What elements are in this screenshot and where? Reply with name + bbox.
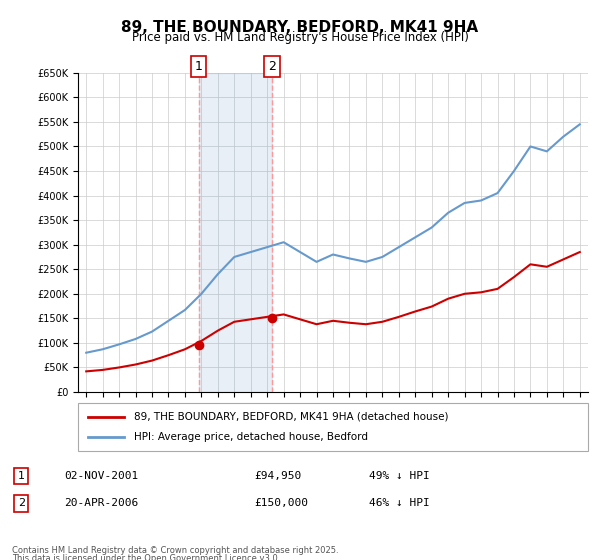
Text: £150,000: £150,000 [254, 498, 308, 508]
Text: 89, THE BOUNDARY, BEDFORD, MK41 9HA (detached house): 89, THE BOUNDARY, BEDFORD, MK41 9HA (det… [134, 412, 449, 422]
Text: Price paid vs. HM Land Registry's House Price Index (HPI): Price paid vs. HM Land Registry's House … [131, 31, 469, 44]
Text: 89, THE BOUNDARY, BEDFORD, MK41 9HA: 89, THE BOUNDARY, BEDFORD, MK41 9HA [121, 20, 479, 35]
Text: 2: 2 [18, 498, 25, 508]
Text: This data is licensed under the Open Government Licence v3.0.: This data is licensed under the Open Gov… [12, 554, 280, 560]
Text: 20-APR-2006: 20-APR-2006 [64, 498, 138, 508]
FancyBboxPatch shape [78, 403, 588, 451]
Text: 49% ↓ HPI: 49% ↓ HPI [369, 471, 430, 481]
Text: HPI: Average price, detached house, Bedford: HPI: Average price, detached house, Bedf… [134, 432, 368, 442]
Text: 1: 1 [18, 471, 25, 481]
Bar [199, 73, 272, 392]
Text: £94,950: £94,950 [254, 471, 301, 481]
Text: 46% ↓ HPI: 46% ↓ HPI [369, 498, 430, 508]
Text: Contains HM Land Registry data © Crown copyright and database right 2025.: Contains HM Land Registry data © Crown c… [12, 546, 338, 555]
Text: 2: 2 [268, 60, 276, 73]
Text: 02-NOV-2001: 02-NOV-2001 [64, 471, 138, 481]
Text: 1: 1 [195, 60, 203, 73]
